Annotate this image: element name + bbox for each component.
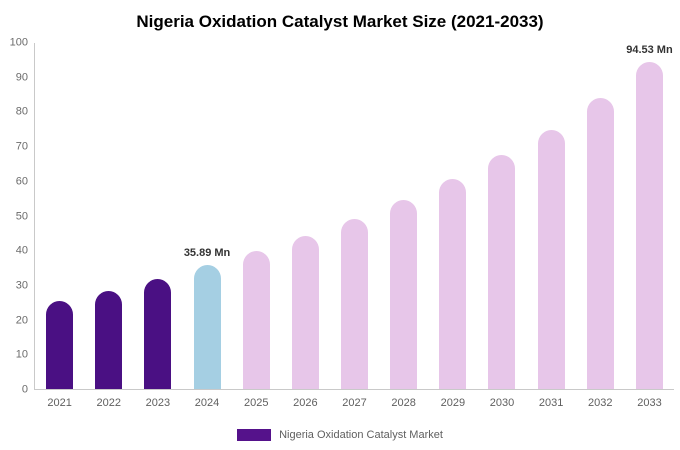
bar <box>390 199 418 389</box>
bar-column: 2022 <box>84 43 133 409</box>
y-tick-label: 30 <box>15 279 28 292</box>
x-tick-label: 2026 <box>293 397 318 409</box>
legend-label: Nigeria Oxidation Catalyst Market <box>279 429 443 441</box>
x-tick-label: 2024 <box>194 397 220 409</box>
y-tick-label: 70 <box>15 140 28 153</box>
legend: Nigeria Oxidation Catalyst Market <box>0 429 680 441</box>
bar-column: 2029 <box>428 43 477 409</box>
x-tick-label: 2031 <box>538 397 564 409</box>
plot-area: 2021 2022 2023 35.89 Mn 2024 2025 2026 2027 2028… <box>34 43 674 409</box>
bar <box>635 61 663 389</box>
x-tick-label: 2027 <box>342 397 367 409</box>
x-tick-label: 2025 <box>243 397 269 409</box>
y-tick-label: 60 <box>15 175 28 188</box>
bar-chart: 0 10 20 30 40 50 60 70 80 90 100 2021 2022 2023 35.89… <box>8 37 674 409</box>
x-tick-label: 2028 <box>391 397 416 409</box>
x-tick-label: 2021 <box>47 397 72 409</box>
bar <box>95 290 123 389</box>
bar <box>193 264 221 389</box>
x-tick-label: 2032 <box>588 397 613 409</box>
bar <box>439 178 467 389</box>
bar <box>144 278 172 389</box>
y-tick-label: 80 <box>15 105 28 118</box>
y-tick-label: 40 <box>15 244 28 257</box>
bar <box>341 218 369 389</box>
y-tick-label: 90 <box>15 71 28 84</box>
bar-column: 2027 <box>330 43 379 409</box>
bar-column: 2021 <box>35 43 84 409</box>
bar <box>488 155 516 389</box>
bar-column: 2028 <box>379 43 428 409</box>
bar-value-label: 94.53 Mn <box>626 43 673 56</box>
bar-value-label: 35.89 Mn <box>183 246 231 259</box>
legend-swatch <box>237 429 272 441</box>
y-tick-label: 20 <box>15 314 28 327</box>
bar-column: 2023 <box>133 43 182 409</box>
bar <box>537 129 565 389</box>
bar <box>291 235 319 389</box>
bar-column: 35.89 Mn 2024 <box>182 43 231 409</box>
y-tick-label: 50 <box>15 210 28 222</box>
x-tick-label: 2029 <box>440 397 466 409</box>
bar-column: 2030 <box>477 43 526 409</box>
y-tick-label: 0 <box>21 383 28 396</box>
bar-column: 2025 <box>232 43 281 409</box>
y-axis: 0 10 20 30 40 50 60 70 80 90 100 <box>8 37 34 395</box>
bar-column: 2031 <box>527 43 576 409</box>
bar <box>586 98 614 389</box>
y-tick-label: 10 <box>15 348 28 361</box>
x-tick-label: 2023 <box>145 397 171 409</box>
x-tick-label: 2030 <box>489 397 515 409</box>
y-tick-label: 100 <box>9 36 28 49</box>
bar <box>46 301 74 389</box>
bar-column: 94.53 Mn 2033 <box>625 43 674 409</box>
chart-title: Nigeria Oxidation Catalyst Market Size (… <box>136 12 544 31</box>
x-tick-label: 2022 <box>96 397 121 409</box>
bar-column: 2026 <box>281 43 330 409</box>
bar <box>242 250 270 389</box>
bar-column: 2032 <box>576 43 625 409</box>
x-tick-label: 2033 <box>637 397 662 409</box>
